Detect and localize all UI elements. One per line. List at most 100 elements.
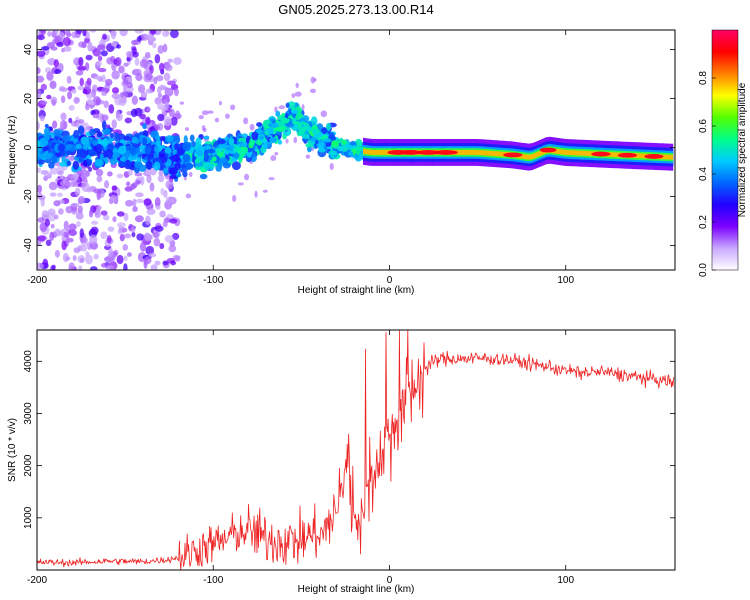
spectrogram-cell xyxy=(203,162,210,171)
spectrogram-noise xyxy=(320,110,328,118)
spectrogram-cell xyxy=(89,128,96,136)
spectrogram-cell xyxy=(174,143,179,150)
spectrogram-hotspot xyxy=(433,150,458,155)
spectrogram-noise xyxy=(145,88,154,94)
spectrogram-noise xyxy=(154,225,164,232)
colorbar-tick-label: 0.8 xyxy=(698,71,709,85)
spectrogram-noise xyxy=(202,128,207,133)
spectrogram-noise xyxy=(54,69,62,75)
spectrogram-noise xyxy=(88,209,94,218)
y-tick-label: -40 xyxy=(23,238,34,253)
spectrogram-cell xyxy=(195,137,202,147)
spectrogram-frame xyxy=(36,29,676,271)
spectrogram-noise xyxy=(66,75,72,84)
spectrogram-noise xyxy=(123,263,128,270)
spectrogram-cell xyxy=(59,161,67,167)
snr-panel: -200 -100 0 100 1000 2000 3000 4000 Height of … xyxy=(7,329,676,595)
spectrogram-noise xyxy=(164,64,173,72)
spectrogram-noise xyxy=(130,225,136,233)
spectrogram-noise xyxy=(170,260,177,266)
spectrogram-noise xyxy=(169,218,178,224)
spectrogram-noise xyxy=(164,235,174,243)
spectrogram-noise xyxy=(93,75,102,80)
spectrogram-noise xyxy=(170,116,178,126)
spectrogram-cell xyxy=(355,147,360,156)
spectrogram-noise xyxy=(152,231,160,238)
spectrogram-noise xyxy=(214,117,220,123)
spectrogram-noise xyxy=(136,233,144,241)
x-tick-label: -100 xyxy=(203,575,223,586)
spectrogram-noise xyxy=(127,169,134,176)
spectrogram-noise xyxy=(100,231,108,240)
spectrogram-cell xyxy=(114,132,119,142)
spectrogram-noise xyxy=(149,64,154,75)
spectrogram-peak xyxy=(240,143,248,148)
spectrogram-noise xyxy=(111,87,120,94)
spectrogram-noise xyxy=(110,40,118,47)
spectrogram-noise xyxy=(111,93,121,100)
spectrogram-cell xyxy=(77,125,85,135)
spectrogram-noise xyxy=(108,104,115,114)
spectrogram-cell xyxy=(202,145,212,150)
spectrogram-noise xyxy=(68,262,75,270)
spectrogram-hotspot xyxy=(399,150,422,155)
spectrogram-noise xyxy=(268,177,275,181)
spectrogram-noise xyxy=(44,218,50,227)
spectrogram-noise xyxy=(37,89,42,99)
spectrogram-cell xyxy=(228,137,235,146)
spectrogram-content xyxy=(37,30,675,270)
spectrogram-noise xyxy=(93,253,99,260)
spectrogram-noise xyxy=(188,171,193,177)
spectrogram-noise xyxy=(130,183,136,190)
spectrogram-noise xyxy=(68,117,73,124)
spectrogram-noise xyxy=(150,264,158,270)
spectrogram-noise xyxy=(158,62,165,72)
spectrogram-peak xyxy=(233,146,238,153)
spectrogram-noise xyxy=(135,73,143,82)
spectrogram-noise xyxy=(59,181,66,186)
spectrogram-noise xyxy=(108,247,114,258)
spectrogram-noise xyxy=(96,44,106,51)
spectrogram-noise xyxy=(160,187,165,196)
spectrogram-noise xyxy=(37,262,44,270)
spectrogram-noise xyxy=(157,113,165,122)
spectrogram-noise xyxy=(145,116,151,126)
spectrogram-noise xyxy=(162,260,169,266)
spectrogram-cell xyxy=(147,153,152,162)
spectrogram-noise xyxy=(134,30,144,34)
spectrogram-noise xyxy=(122,243,129,251)
spectrogram-cell xyxy=(62,136,71,142)
spectrogram-noise xyxy=(154,197,161,208)
spectrogram-noise xyxy=(86,188,93,193)
spectrogram-noise xyxy=(309,88,317,94)
spectrogram-noise xyxy=(243,117,249,125)
spectrogram-noise xyxy=(37,167,41,173)
spectrogram-noise xyxy=(110,30,117,40)
spectrogram-cell xyxy=(131,136,138,143)
x-tick-label: 0 xyxy=(387,575,393,586)
spectrogram-noise xyxy=(104,78,113,86)
spectrogram-cell xyxy=(199,173,208,180)
spectrogram-peak xyxy=(345,144,353,149)
spectrogram-noise xyxy=(135,192,144,198)
spectrogram-noise xyxy=(201,110,209,116)
spectrogram-cell xyxy=(125,145,132,150)
spectrogram-cell xyxy=(318,148,326,153)
spectrogram-noise xyxy=(53,59,59,68)
spectrogram-hotspot xyxy=(503,152,523,158)
spectrogram-noise xyxy=(41,210,49,219)
spectrogram-noise xyxy=(71,88,77,94)
spectrogram-cell xyxy=(39,154,49,159)
spectrogram-cell xyxy=(222,162,231,169)
spectrogram-noise xyxy=(218,100,222,106)
spectrogram-peak xyxy=(277,120,285,127)
spectrogram-noise xyxy=(106,235,112,244)
spectrogram-noise xyxy=(60,112,67,121)
spectrogram-noise xyxy=(159,210,166,218)
spectrogram-noise xyxy=(103,100,109,109)
spectrogram-noise xyxy=(97,205,102,210)
spectrogram-noise xyxy=(116,254,124,265)
spectrogram-noise xyxy=(139,59,149,69)
spectrogram-cell xyxy=(104,149,114,158)
